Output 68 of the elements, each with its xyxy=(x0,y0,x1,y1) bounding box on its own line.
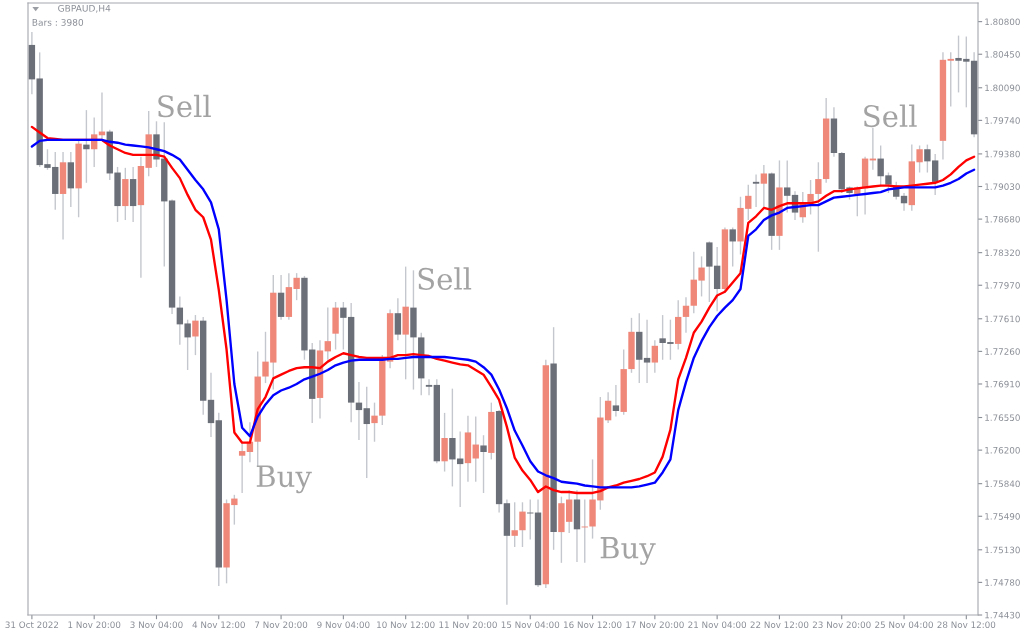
x-tick-label: 10 Nov 12:00 xyxy=(377,621,435,629)
y-tick-label: 1.75130 xyxy=(985,546,1020,554)
x-tick-label: 23 Nov 20:00 xyxy=(812,621,871,629)
x-tick-label: 16 Nov 12:00 xyxy=(564,621,622,629)
y-tick-label: 1.79380 xyxy=(985,150,1020,158)
y-tick-label: 1.78680 xyxy=(985,215,1020,223)
candlestick xyxy=(511,501,518,548)
candlestick xyxy=(729,226,736,268)
candlestick xyxy=(480,434,487,494)
candlestick xyxy=(947,51,954,108)
x-tick-label: 7 Nov 20:00 xyxy=(255,621,308,629)
candlestick xyxy=(192,314,199,356)
y-tick-label: 1.75490 xyxy=(985,513,1020,520)
candlestick xyxy=(238,441,246,494)
y-tick-label: 1.80800 xyxy=(985,18,1020,26)
candlestick xyxy=(784,159,791,214)
annotation: Sell xyxy=(864,104,917,128)
x-tick-label: 15 Nov 04:00 xyxy=(501,621,560,629)
x-tick-label: 28 Nov 12:00 xyxy=(937,621,996,629)
y-tick-label: 1.76200 xyxy=(985,446,1020,454)
y-tick-label: 1.76910 xyxy=(985,380,1020,388)
candlestick xyxy=(760,164,768,208)
candlestick xyxy=(363,386,370,479)
x-tick-label: 31 Oct 2022 xyxy=(5,621,59,629)
candlestick xyxy=(449,387,456,488)
x-tick-label: 25 Nov 04:00 xyxy=(875,621,933,629)
candlestick xyxy=(425,378,433,396)
y-tick-label: 1.77610 xyxy=(985,315,1020,323)
annotation: Sell xyxy=(158,94,211,118)
candlestick xyxy=(651,339,659,374)
y-tick-label: 1.79030 xyxy=(985,183,1020,190)
y-tick-label: 1.74430 xyxy=(985,611,1020,619)
candlestick xyxy=(441,412,448,473)
candlestick xyxy=(207,372,215,438)
x-tick-label: 21 Nov 04:00 xyxy=(688,621,747,629)
x-tick-label: 1 Nov 20:00 xyxy=(68,621,121,629)
y-tick-label: 1.77260 xyxy=(985,348,1020,355)
candlestick xyxy=(394,297,402,341)
candlestick xyxy=(752,173,760,208)
y-tick-label: 1.80450 xyxy=(985,51,1020,58)
y-tick-label: 1.79740 xyxy=(985,117,1020,124)
y-tick-label: 1.76550 xyxy=(985,414,1020,421)
x-tick-label: 22 Nov 12:00 xyxy=(750,621,809,629)
x-tick-label: 9 Nov 04:00 xyxy=(317,621,370,629)
y-tick-label: 1.77970 xyxy=(985,282,1020,289)
candlestick xyxy=(472,415,479,483)
candlestick xyxy=(371,401,378,443)
candlestick xyxy=(612,384,620,418)
candlestick xyxy=(815,161,822,253)
candlestick xyxy=(324,306,331,361)
annotation: Sell xyxy=(418,267,472,290)
y-tick-label: 1.74780 xyxy=(985,579,1020,586)
candlestick xyxy=(643,319,651,384)
annotation: Buy xyxy=(600,537,656,565)
text: Bars : 3980 xyxy=(32,18,84,26)
candlestick xyxy=(807,179,814,216)
candlestick xyxy=(682,296,690,334)
x-tick-label: 4 Nov 12:00 xyxy=(192,621,245,629)
candlestick xyxy=(83,109,90,184)
annotation: Buy xyxy=(256,465,312,494)
x-tick-label: 3 Nov 04:00 xyxy=(130,621,183,629)
x-tick-label: 17 Nov 20:00 xyxy=(626,621,684,629)
y-tick-label: 1.78320 xyxy=(985,249,1020,257)
y-tick-label: 1.80090 xyxy=(985,84,1020,92)
candlestick xyxy=(519,501,526,548)
x-tick-label: 11 Nov 20:00 xyxy=(439,621,497,629)
chart-title: GBPAUD,H4 xyxy=(58,4,111,13)
y-tick-label: 1.75840 xyxy=(985,480,1020,488)
